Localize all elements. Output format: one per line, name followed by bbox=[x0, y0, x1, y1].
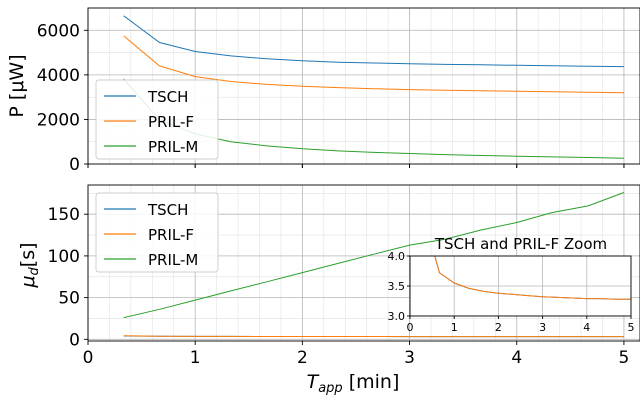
delay-xtick-label: 3 bbox=[404, 348, 415, 368]
inset-title: TSCH and PRIL-F Zoom bbox=[434, 235, 607, 253]
delay-xlabel-rest: [min] bbox=[343, 371, 400, 393]
inset-ytick-label: 3.5 bbox=[388, 280, 406, 293]
delay-ytick-label: 150 bbox=[48, 205, 80, 225]
delay-legend-label: PRIL-M bbox=[148, 251, 198, 269]
zoom-inset-chart: 0 1 2 3 4 5 3.0 3.5 4.0 TSCH and PRIL-F Zoom bbox=[388, 235, 635, 334]
delay-ytick-label: 100 bbox=[48, 247, 80, 267]
delay-xtick-label: 0 bbox=[83, 348, 94, 368]
delay-ytick-label: 50 bbox=[58, 289, 80, 309]
delay-xlabel: Tapp [min] bbox=[307, 371, 400, 396]
power-chart: 0 2000 4000 6000 TSCH PRIL-F PRIL-M P [μW] bbox=[6, 7, 640, 175]
power-legend bbox=[95, 79, 219, 160]
inset-xtick-label: 2 bbox=[495, 321, 502, 334]
power-ytick-label: 2000 bbox=[37, 110, 80, 130]
delay-xlabel-base: T bbox=[307, 371, 320, 393]
inset-xtick-label: 4 bbox=[583, 321, 590, 334]
power-ytick-label: 6000 bbox=[37, 21, 80, 41]
delay-legend-label: TSCH bbox=[147, 201, 188, 219]
inset-xtick-label: 3 bbox=[539, 321, 546, 334]
inset-series-pril-f-line bbox=[434, 256, 631, 300]
delay-series-pril-f-line bbox=[123, 335, 624, 338]
power-legend-label: TSCH bbox=[147, 88, 188, 106]
delay-series-pril-m-line bbox=[123, 192, 625, 319]
inset-xtick-label: 0 bbox=[407, 321, 414, 334]
delay-legend bbox=[95, 192, 219, 273]
power-axes-frame bbox=[87, 7, 640, 165]
delay-ylabel: μd[s] bbox=[17, 242, 42, 288]
delay-xtick-label: 5 bbox=[619, 348, 630, 368]
delay-ylabel-rest: [s] bbox=[17, 242, 39, 267]
delay-xtick-label: 1 bbox=[190, 348, 201, 368]
delay-ylabel-sub: d bbox=[27, 266, 42, 275]
power-legend-label: PRIL-M bbox=[148, 138, 198, 156]
inset-ytick-label: 3.0 bbox=[388, 310, 406, 323]
inset-ytick-label: 4.0 bbox=[388, 250, 406, 263]
delay-xlabel-sub: app bbox=[318, 381, 342, 396]
delay-legend-label: PRIL-F bbox=[148, 226, 194, 244]
power-ytick-label: 0 bbox=[69, 155, 80, 175]
delay-ytick-label: 0 bbox=[69, 330, 80, 350]
power-series-tsch-line bbox=[123, 15, 624, 68]
power-series-pril-f-line bbox=[123, 35, 624, 94]
power-legend-label: PRIL-F bbox=[148, 113, 194, 131]
inset-xtick-label: 5 bbox=[628, 321, 635, 334]
delay-ylabel-base: μ bbox=[17, 275, 39, 288]
delay-axes-frame bbox=[87, 184, 640, 342]
power-ytick-label: 4000 bbox=[37, 66, 80, 86]
delay-xtick-label: 4 bbox=[511, 348, 522, 368]
inset-xtick-label: 1 bbox=[451, 321, 458, 334]
delay-xtick-label: 2 bbox=[297, 348, 308, 368]
power-ylabel: P [μW] bbox=[6, 54, 28, 117]
